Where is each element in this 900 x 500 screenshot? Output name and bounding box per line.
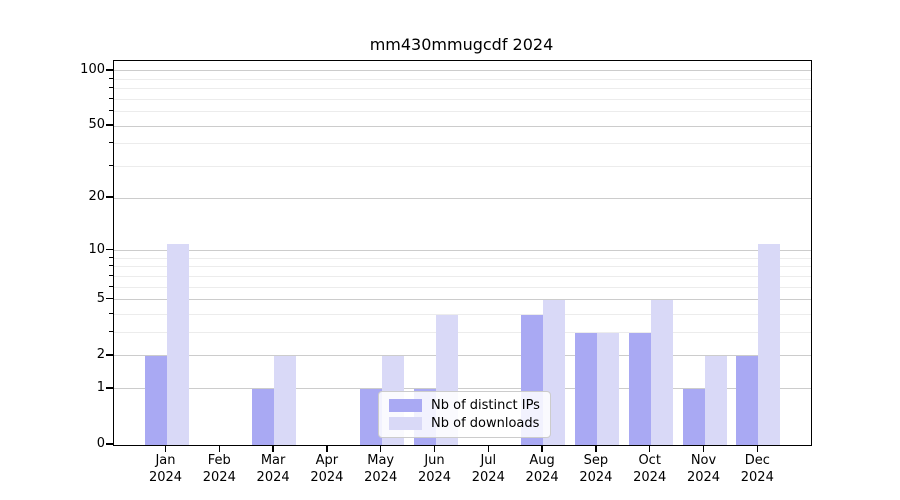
- legend-swatch-downloads: [389, 417, 422, 430]
- xtick-mark: [487, 445, 490, 452]
- ytick-minor-mark: [109, 97, 113, 99]
- ytick-label: 100: [80, 61, 105, 77]
- plot-area: Nb of distinct IPs Nb of downloads: [113, 60, 812, 446]
- xtick-label-mar: Mar 2024: [256, 453, 290, 485]
- ytick-label: 10: [88, 241, 105, 257]
- chart-title: mm430mmugcdf 2024: [369, 35, 554, 54]
- ytick-minor-mark: [109, 274, 113, 276]
- xtick-label-jun: Jun 2024: [417, 453, 452, 485]
- bar-sep-distinct-ips: [574, 332, 597, 445]
- minor-gridline: [114, 266, 811, 268]
- minor-gridline: [114, 286, 811, 288]
- legend-entry-downloads: Nb of downloads: [389, 416, 540, 431]
- minor-gridline: [114, 275, 811, 277]
- ytick-mark: [106, 124, 113, 126]
- xtick-label-feb: Feb 2024: [202, 453, 236, 485]
- ytick-mark: [106, 69, 113, 71]
- bar-mar-distinct-ips: [252, 388, 275, 445]
- bar-may-distinct-ips: [359, 388, 382, 445]
- ytick-label: 2: [96, 346, 105, 362]
- ytick-minor-mark: [109, 142, 113, 144]
- ytick-minor-mark: [109, 87, 113, 89]
- ytick-minor-mark: [109, 256, 113, 258]
- ytick-mark: [106, 443, 113, 445]
- major-gridline: [114, 125, 811, 127]
- ytick-label: 0: [96, 436, 105, 451]
- bar-mar-downloads: [274, 355, 297, 445]
- minor-gridline: [114, 78, 811, 80]
- minor-gridline: [114, 111, 811, 113]
- minor-gridline: [114, 143, 811, 145]
- ytick-minor-mark: [109, 331, 113, 333]
- xtick-mark: [218, 445, 221, 452]
- bar-oct-downloads: [650, 299, 673, 445]
- xtick-label-aug: Aug 2024: [525, 453, 559, 485]
- xtick-label-apr: Apr 2024: [310, 453, 344, 485]
- major-gridline: [114, 355, 811, 357]
- xtick-label-may: May 2024: [364, 453, 398, 485]
- xtick-label-nov: Nov 2024: [686, 453, 721, 485]
- xtick-mark: [433, 445, 436, 452]
- ytick-label: 50: [88, 117, 105, 133]
- bar-jan-distinct-ips: [144, 355, 167, 445]
- legend: Nb of distinct IPs Nb of downloads: [378, 391, 551, 438]
- minor-gridline: [114, 166, 811, 168]
- legend-label-distinct-ips: Nb of distinct IPs: [431, 398, 540, 413]
- ytick-minor-mark: [109, 110, 113, 112]
- xtick-mark: [541, 445, 543, 452]
- xtick-mark: [272, 445, 274, 452]
- minor-gridline: [114, 332, 811, 334]
- xtick-mark: [595, 445, 597, 452]
- minor-gridline: [114, 314, 811, 315]
- xtick-mark: [379, 445, 382, 452]
- xtick-label-oct: Oct 2024: [633, 453, 667, 485]
- xtick-mark: [702, 445, 705, 452]
- ytick-mark: [106, 196, 113, 198]
- bar-dec-downloads: [758, 243, 781, 445]
- xtick-label-dec: Dec 2024: [740, 453, 774, 485]
- minor-gridline: [114, 88, 811, 90]
- legend-entry-distinct-ips: Nb of distinct IPs: [389, 398, 540, 413]
- ytick-minor-mark: [109, 285, 113, 287]
- ytick-mark: [106, 354, 113, 356]
- bar-nov-distinct-ips: [682, 388, 705, 445]
- ytick-mark: [106, 248, 113, 251]
- major-gridline: [114, 250, 811, 252]
- major-gridline: [114, 388, 811, 390]
- xtick-label-sep: Sep 2024: [579, 453, 613, 485]
- ytick-minor-mark: [109, 313, 113, 314]
- minor-gridline: [114, 98, 811, 100]
- major-gridline: [114, 299, 811, 301]
- xtick-mark: [164, 445, 167, 452]
- ytick-mark: [106, 297, 113, 300]
- minor-gridline: [114, 257, 811, 259]
- ytick-minor-mark: [109, 77, 113, 79]
- bar-nov-downloads: [704, 355, 727, 445]
- ytick-label: 5: [96, 290, 105, 306]
- major-gridline: [114, 197, 811, 199]
- bar-oct-distinct-ips: [628, 332, 651, 445]
- major-gridline: [114, 70, 811, 72]
- legend-label-downloads: Nb of downloads: [431, 416, 540, 431]
- xtick-mark: [648, 445, 651, 452]
- legend-swatch-distinct-ips: [389, 399, 422, 412]
- bar-dec-distinct-ips: [736, 355, 759, 445]
- bar-jan-downloads: [166, 243, 189, 445]
- xtick-mark: [756, 445, 759, 452]
- ytick-minor-mark: [109, 265, 113, 267]
- bar-sep-downloads: [596, 332, 619, 445]
- ytick-label: 1: [96, 379, 105, 395]
- xtick-label-jan: Jan 2024: [148, 453, 183, 485]
- xtick-mark: [326, 445, 328, 452]
- ytick-label: 20: [88, 189, 105, 205]
- ytick-mark: [106, 387, 113, 389]
- ytick-minor-mark: [109, 165, 113, 167]
- xtick-label-jul: Jul 2024: [471, 453, 505, 485]
